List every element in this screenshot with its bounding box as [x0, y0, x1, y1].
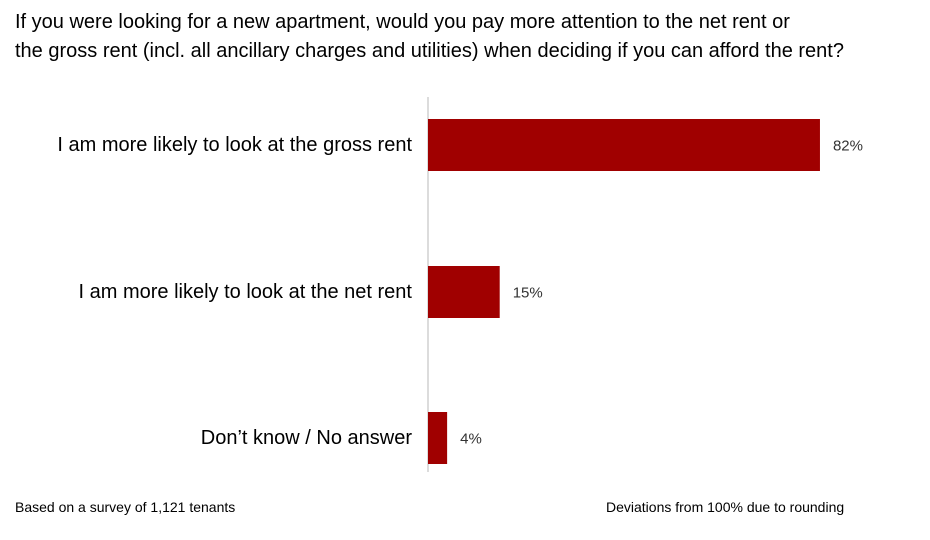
bar [428, 412, 448, 464]
data-label: 82% [833, 138, 863, 155]
category-label: I am more likely to look at the net rent [79, 281, 413, 303]
bars-group: I am more likely to look at the gross re… [57, 119, 863, 464]
chart-title: If you were looking for a new apartment,… [15, 8, 915, 66]
bar [428, 266, 500, 318]
data-label: 4% [460, 431, 482, 448]
category-label: Don’t know / No answer [201, 427, 413, 449]
footnote-sample-size: Based on a survey of 1,121 tenants [15, 499, 236, 515]
data-label: 15% [513, 285, 543, 302]
category-label: I am more likely to look at the gross re… [57, 134, 412, 156]
footnote-rounding: Deviations from 100% due to rounding [606, 499, 845, 515]
chart-title-line-1: If you were looking for a new apartment,… [15, 11, 790, 33]
bar [428, 119, 820, 171]
chart-title-line-2: the gross rent (incl. all ancillary char… [15, 40, 844, 62]
